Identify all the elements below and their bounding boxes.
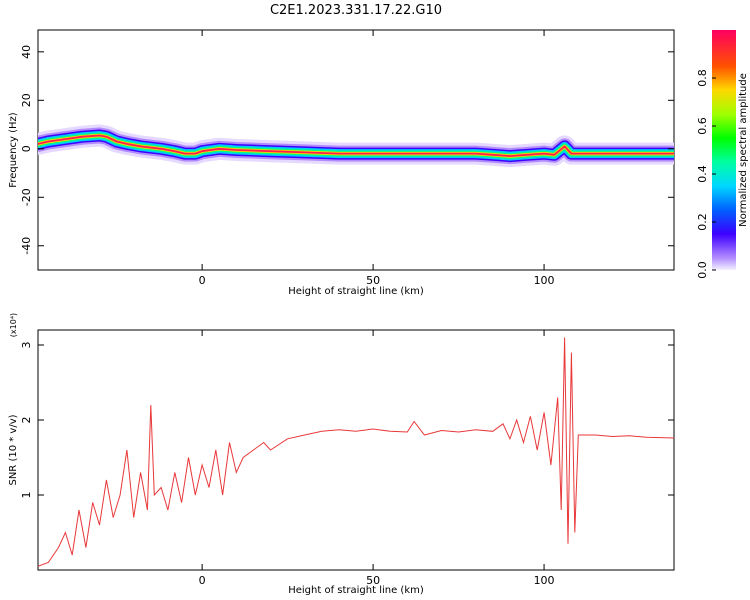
spectrogram-x-tick-label: 50: [366, 274, 380, 287]
spectrogram-y-tick-label: -40: [20, 237, 33, 255]
snr-panel: 0 50 100 1 2 3 Height of straight line (km) S…: [8, 313, 675, 596]
colorbar-gradient: [712, 30, 736, 270]
spectrogram-panel: 0 50 100 -40 -20 0 20 40 Height of straight lin…: [8, 29, 675, 297]
colorbar-ticks: 0.0 0.2 0.4 0.6 0.8: [696, 69, 716, 279]
spectrogram-y-tick-label: 20: [20, 93, 33, 107]
spectrogram-axes: 0 50 100 -40 -20 0 20 40: [20, 30, 674, 287]
spectrogram-x-tick-label: 0: [199, 274, 206, 287]
colorbar: 0.0 0.2 0.4 0.6 0.8 Normalized spectral ampl…: [696, 30, 749, 279]
snr-y-tick-label: 3: [20, 342, 33, 349]
figure-title: C2E1.2023.331.17.22.G10: [270, 3, 442, 18]
spectrogram-ridge: [38, 124, 674, 168]
colorbar-tick-label: 0.2: [696, 213, 709, 231]
snr-series: [38, 337, 674, 567]
snr-x-tick-label: 50: [366, 574, 380, 587]
colorbar-label: Normalized spectral amplitude: [738, 73, 749, 227]
ridge-band-6: [38, 134, 674, 158]
snr-x-label: Height of straight line (km): [288, 585, 424, 596]
snr-line-0: [38, 337, 674, 567]
snr-y-tick-label: 2: [20, 417, 33, 424]
snr-x-tick-label: 100: [534, 574, 555, 587]
spectrogram-y-tick-label: 40: [20, 45, 33, 59]
colorbar-tick-label: 0.4: [696, 165, 709, 183]
colorbar-tick-label: 0.8: [696, 69, 709, 87]
colorbar-tick-label: 0.6: [696, 117, 709, 135]
snr-y-multiplier: (x10⁴): [9, 313, 18, 337]
snr-axes: 0 50 100 1 2 3: [20, 330, 674, 587]
snr-plot-area: [37, 329, 675, 571]
spectrogram-x-tick-label: 100: [534, 274, 555, 287]
spectrogram-y-tick-label: 0: [20, 145, 33, 152]
snr-y-label: SNR (10 * v/v): [8, 414, 19, 485]
snr-y-tick-label: 1: [20, 492, 33, 499]
spectrogram-y-label: Frequency (Hz): [8, 112, 19, 188]
spectrogram-x-label: Height of straight line (km): [288, 286, 424, 297]
colorbar-tick-label: 0.0: [696, 261, 709, 279]
snr-x-tick-label: 0: [199, 574, 206, 587]
spectrogram-y-tick-label: -20: [20, 188, 33, 206]
